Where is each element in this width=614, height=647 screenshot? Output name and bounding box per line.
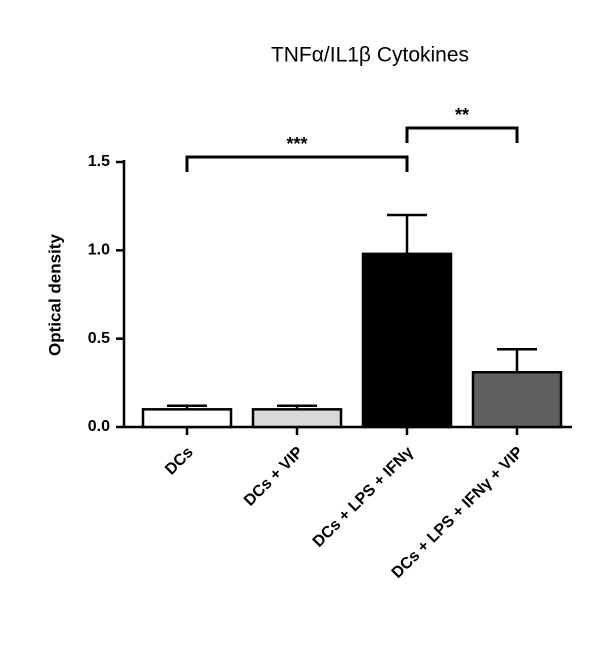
significance-label: *** (286, 134, 307, 154)
chart-title: TNFα/IL1β Cytokines (271, 44, 469, 67)
y-tick-label: 1.5 (88, 153, 110, 170)
y-tick-label: 1.0 (88, 242, 110, 259)
y-axis-label: Optical density (45, 234, 64, 356)
y-tick-label: 0.5 (88, 330, 110, 347)
bar (471, 370, 563, 429)
x-tick-label: DCs (162, 444, 197, 479)
significance-bracket (405, 126, 519, 143)
bar (251, 408, 343, 429)
x-tick-label: DCs + LPS + IFNγ (310, 444, 417, 551)
y-tick-label: 0.0 (88, 418, 110, 435)
bar (361, 252, 453, 429)
x-tick-label: DCs + LPS + IFNγ + VIP (389, 444, 527, 582)
significance-bracket (185, 155, 409, 172)
x-tick-label: DCs + VIP (241, 444, 307, 510)
bar (141, 408, 233, 429)
significance-label: ** (455, 105, 469, 125)
